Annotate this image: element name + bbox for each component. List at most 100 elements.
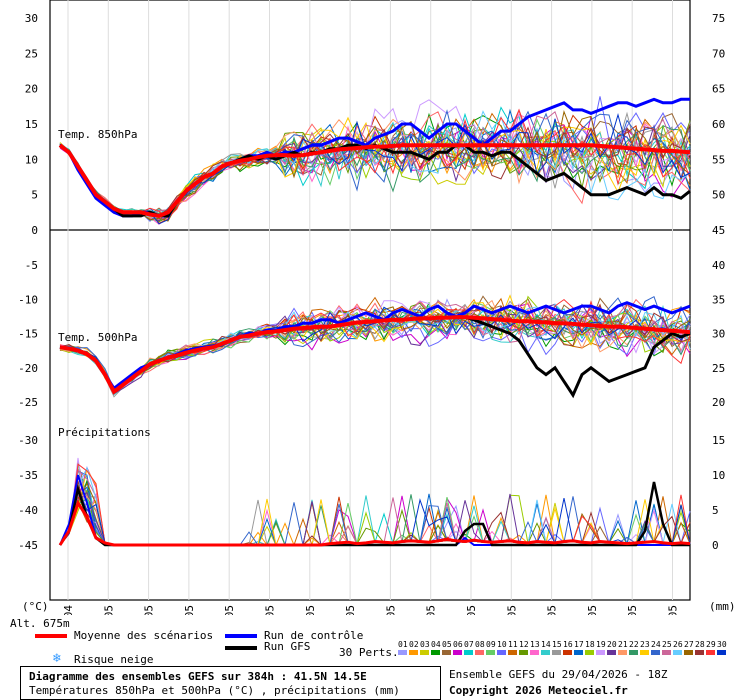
precip-perturbation-line bbox=[59, 489, 691, 546]
title-box: Diagramme des ensembles GEFS sur 384h : … bbox=[20, 666, 441, 700]
x-tick-label: 10/05 bbox=[465, 605, 478, 615]
pert-number-label: 24 bbox=[651, 640, 661, 649]
tick-right-850: 75 bbox=[712, 12, 725, 25]
t500-perturbation-line bbox=[59, 295, 691, 393]
pert-number-label: 17 bbox=[574, 640, 584, 649]
precip-mean-line bbox=[58, 499, 691, 547]
tick-left-850: 10 bbox=[25, 153, 38, 166]
pert-number-label: 15 bbox=[552, 640, 562, 649]
tick-right-500: 25 bbox=[712, 362, 725, 375]
perturbation-legend: 01 02 03 04 05 06 07 08 09 10 11 12 13 14 15 16 17 18 19 20… bbox=[398, 640, 738, 660]
tick-right-precip: 15 bbox=[712, 434, 725, 447]
chart-title: Diagramme des ensembles GEFS sur 384h : … bbox=[29, 670, 367, 683]
x-tick-label: 14/05 bbox=[626, 605, 639, 615]
pert-color-swatch bbox=[464, 650, 473, 655]
x-tick-label: 12/05 bbox=[546, 605, 559, 615]
pert-color-swatch bbox=[475, 650, 484, 655]
plot-frame bbox=[49, 0, 691, 601]
t500-mean-line bbox=[59, 315, 691, 395]
pert-number-label: 26 bbox=[673, 640, 683, 649]
precip-perturbation-line bbox=[59, 496, 691, 546]
precip-perturbation-line bbox=[59, 499, 691, 546]
precip-perturbation-line bbox=[59, 495, 691, 546]
tick-left-500: -20 bbox=[18, 362, 38, 375]
altitude-label: Alt. 675m bbox=[10, 617, 70, 630]
x-tick-label: 09/05 bbox=[425, 605, 438, 615]
pert-number-label: 29 bbox=[706, 640, 716, 649]
panel-label-precip: Précipitations bbox=[58, 426, 151, 439]
chart-subtitle: Températures 850hPa et 500hPa (°C) , pré… bbox=[29, 684, 400, 697]
precip-perturbation-line bbox=[59, 489, 691, 546]
tick-right-500: 35 bbox=[712, 293, 725, 306]
pert-color-swatch bbox=[706, 650, 715, 655]
pert-color-swatch bbox=[640, 650, 649, 655]
pert-number-label: 20 bbox=[607, 640, 617, 649]
pert-color-swatch bbox=[618, 650, 627, 655]
x-tick-label: 08/05 bbox=[384, 605, 397, 615]
tick-left-500: -15 bbox=[18, 328, 38, 341]
pert-color-swatch bbox=[662, 650, 671, 655]
tick-left-precip: -35 bbox=[18, 469, 38, 482]
pert-number-label: 01 bbox=[398, 640, 408, 649]
pert-number-label: 04 bbox=[431, 640, 441, 649]
pert-number-label: 23 bbox=[640, 640, 650, 649]
pert-number-label: 27 bbox=[684, 640, 694, 649]
tick-right-precip: 0 bbox=[712, 539, 719, 552]
tick-right-850: 70 bbox=[712, 47, 725, 60]
x-tick-label: 11/05 bbox=[505, 605, 518, 615]
snow-flake-icon: ❄ bbox=[53, 651, 61, 666]
tick-left-500: -5 bbox=[25, 259, 38, 272]
t850-perturbation-line bbox=[59, 110, 691, 222]
pert-number-label: 22 bbox=[629, 640, 639, 649]
tick-right-850: 60 bbox=[712, 118, 725, 131]
pert-number-label: 21 bbox=[618, 640, 628, 649]
x-tick-label: 13/05 bbox=[586, 605, 599, 615]
x-tick-label: 02/05 bbox=[143, 605, 156, 615]
pert-color-swatch bbox=[431, 650, 440, 655]
pert-number-label: 11 bbox=[508, 640, 518, 649]
t850-perturbation-line bbox=[59, 120, 691, 223]
pert-number-label: 09 bbox=[486, 640, 496, 649]
precip-perturbation-line bbox=[59, 488, 691, 546]
pert-number-label: 08 bbox=[475, 640, 485, 649]
pert-color-swatch bbox=[519, 650, 528, 655]
perts-label: 30 Perts. bbox=[339, 646, 399, 659]
tick-right-850: 50 bbox=[712, 189, 725, 202]
x-tick-label: 04/05 bbox=[223, 605, 236, 615]
control-legend-label: Run de contrôle bbox=[264, 629, 364, 642]
x-tick-label: 15/05 bbox=[667, 605, 680, 615]
pert-color-swatch bbox=[552, 650, 561, 655]
tick-right-500: 40 bbox=[712, 259, 725, 272]
t850-mean-line bbox=[58, 143, 691, 218]
precip-perturbation-line bbox=[59, 494, 691, 546]
pert-color-swatch bbox=[596, 650, 605, 655]
tick-left-850: 0 bbox=[31, 224, 38, 237]
pert-number-label: 30 bbox=[717, 640, 727, 649]
pert-color-swatch bbox=[629, 650, 638, 655]
pert-color-swatch bbox=[398, 650, 407, 655]
panel-label-500: Temp. 500hPa bbox=[58, 331, 137, 344]
pert-color-swatch bbox=[585, 650, 594, 655]
pert-color-swatch bbox=[695, 650, 704, 655]
mean-legend-swatch bbox=[35, 634, 67, 638]
precip-perturbation-line bbox=[59, 487, 691, 546]
tick-right-precip: 10 bbox=[712, 469, 725, 482]
pert-color-swatch bbox=[497, 650, 506, 655]
tick-left-precip: -40 bbox=[18, 504, 38, 517]
pert-number-label: 19 bbox=[596, 640, 606, 649]
x-tick-label: 06/05 bbox=[304, 605, 317, 615]
tick-right-850: 45 bbox=[712, 224, 725, 237]
precip-perturbation-line bbox=[59, 490, 691, 546]
x-tick-label: 03/05 bbox=[183, 605, 196, 615]
tick-left-850: 25 bbox=[25, 47, 38, 60]
pert-number-label: 10 bbox=[497, 640, 507, 649]
pert-color-swatch bbox=[453, 650, 462, 655]
tick-left-500: -25 bbox=[18, 396, 38, 409]
pert-color-swatch bbox=[486, 650, 495, 655]
t500-perturbation-line bbox=[59, 305, 691, 392]
pert-number-label: 16 bbox=[563, 640, 573, 649]
pert-number-label: 03 bbox=[420, 640, 430, 649]
copyright: Copyright 2026 Meteociel.fr bbox=[449, 684, 628, 697]
gfs-legend-swatch bbox=[225, 646, 257, 650]
run-info: Ensemble GEFS du 29/04/2026 - 18Z bbox=[449, 668, 668, 681]
